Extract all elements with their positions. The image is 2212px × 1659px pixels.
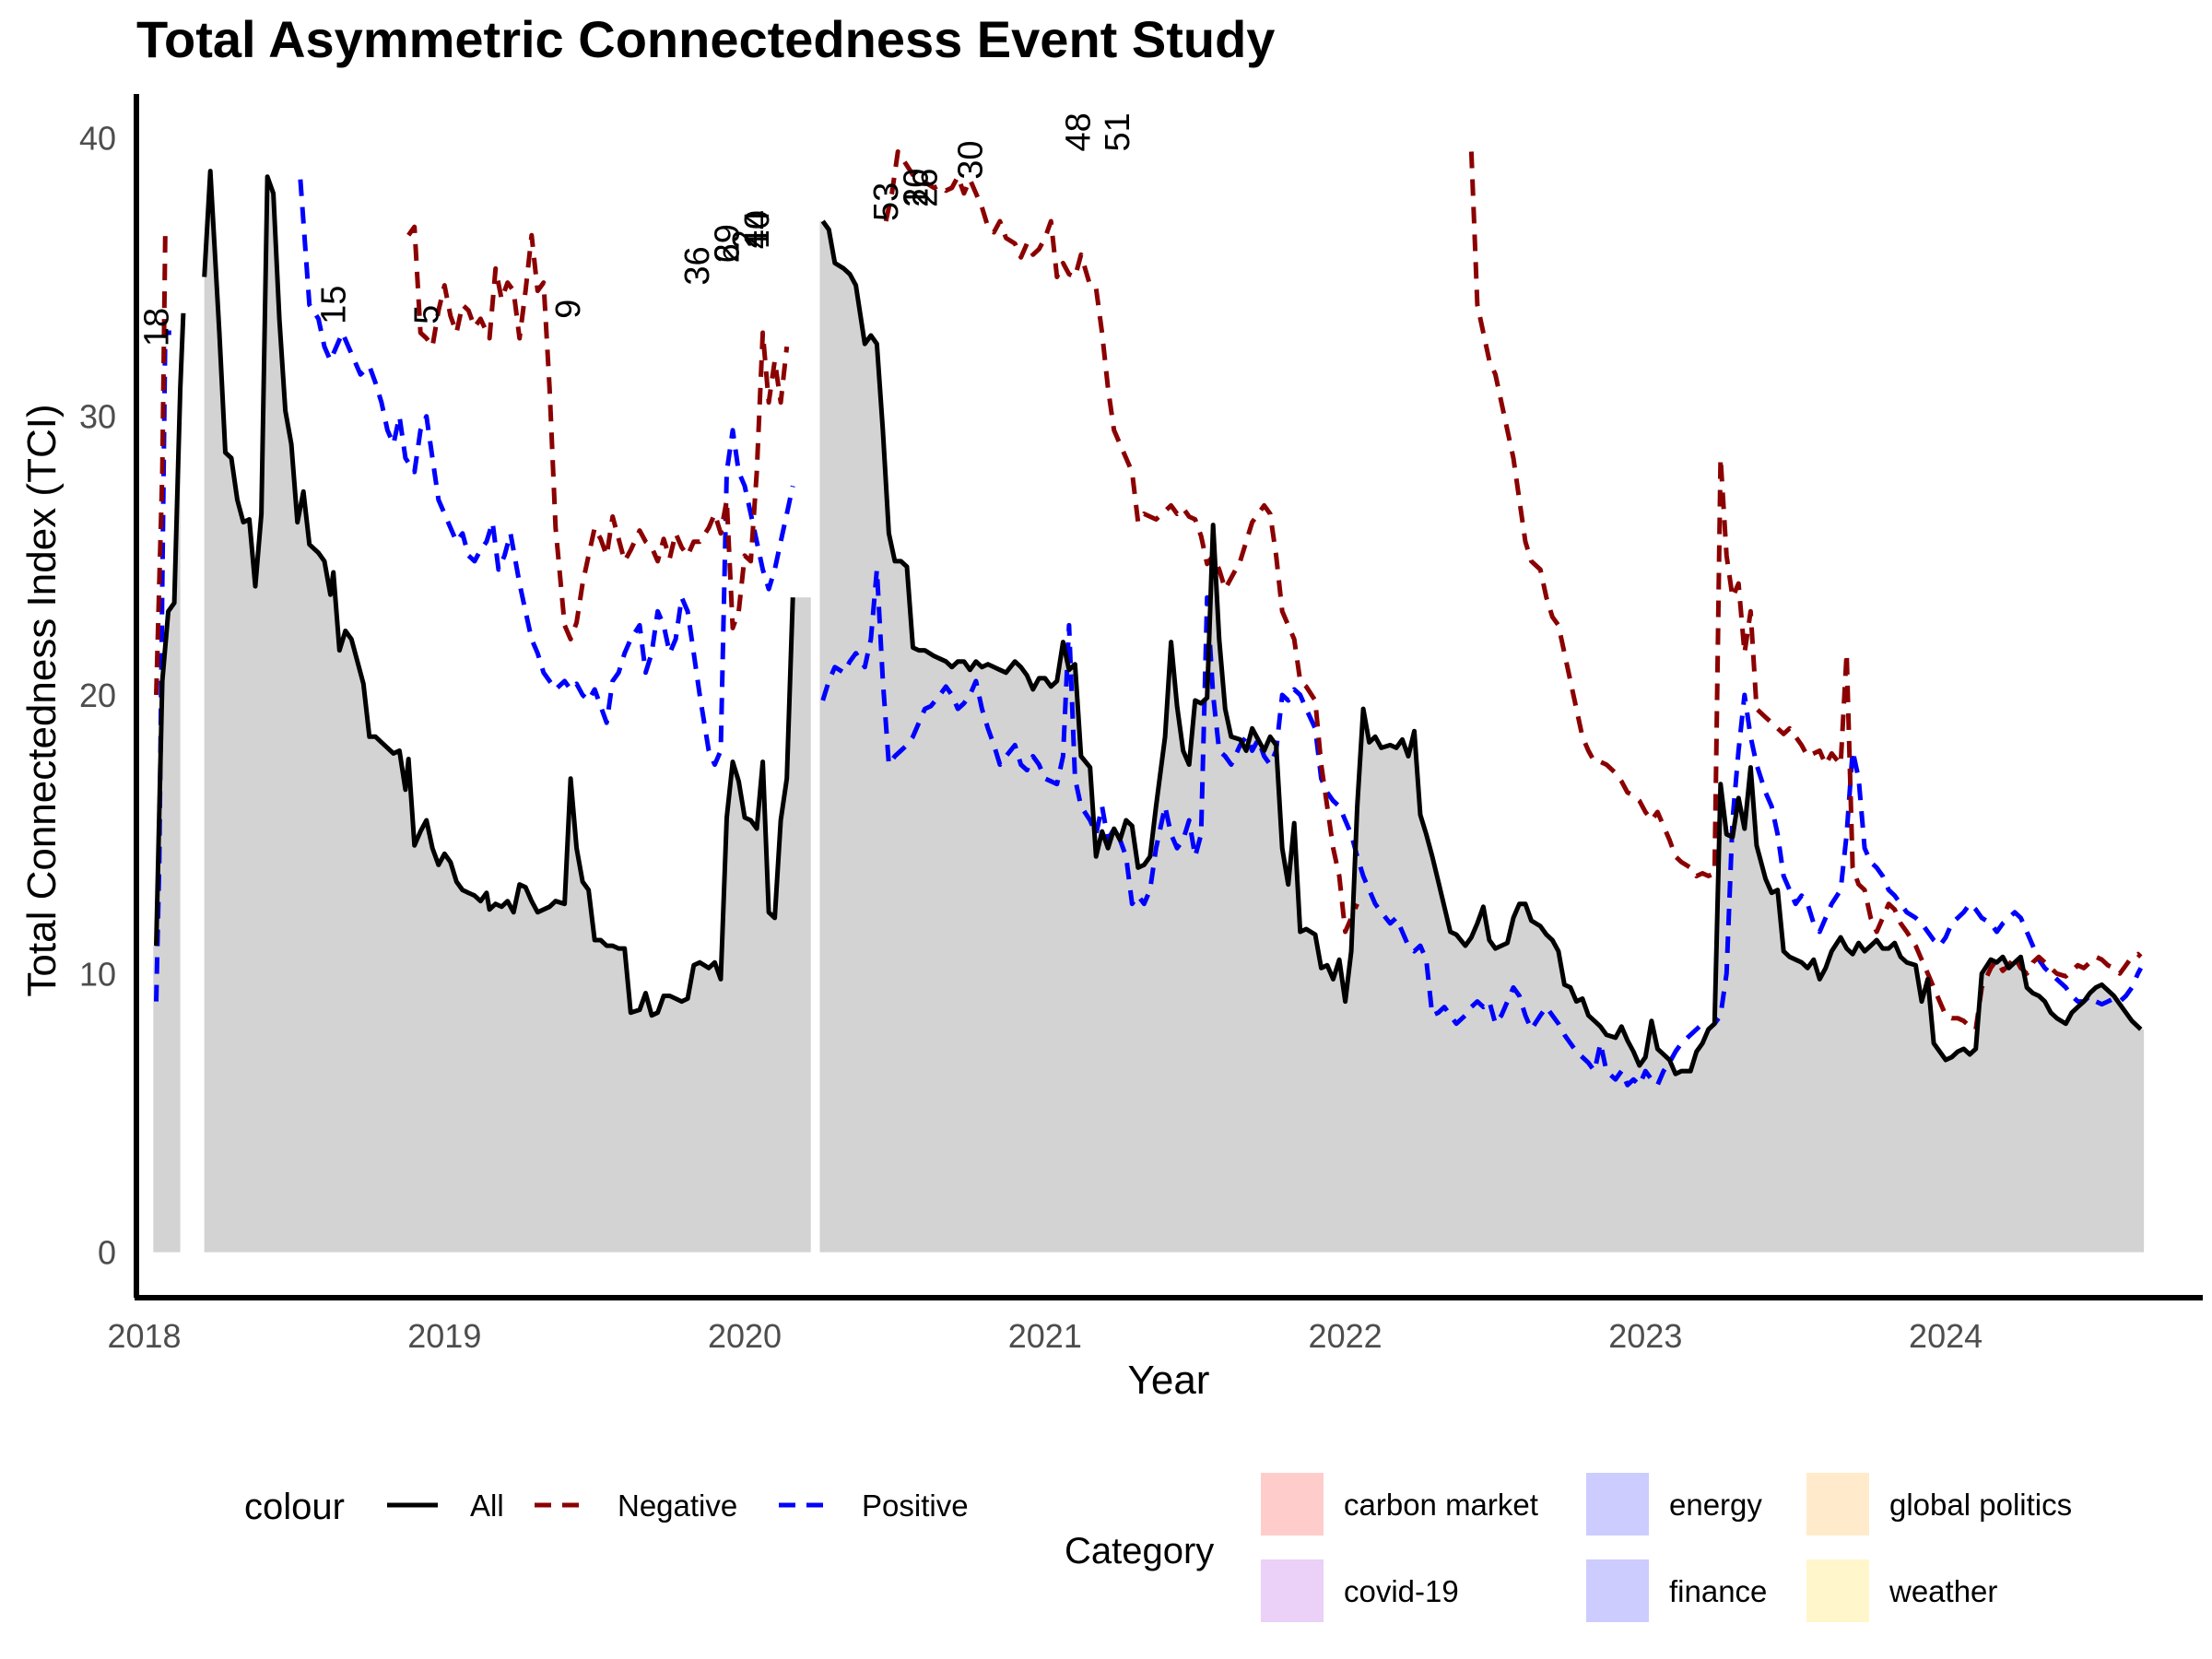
event-label: 15 <box>315 286 354 324</box>
series-line-negative <box>1468 151 2143 1032</box>
legend-swatch-finance <box>1586 1559 1649 1622</box>
legend-label-carbon-market: carbon market <box>1344 1488 1538 1522</box>
tci-area-segment <box>819 221 2145 1253</box>
y-tick-label: 0 <box>98 1234 116 1272</box>
event-label: 2 <box>898 188 936 207</box>
series-line-positive <box>820 567 2144 1088</box>
legend-label-finance: finance <box>1669 1574 1767 1608</box>
x-tick-label: 2023 <box>1608 1317 1682 1355</box>
x-axis-title: Year <box>1128 1358 1210 1403</box>
y-tick-label: 30 <box>79 398 116 436</box>
x-tick-label: 2024 <box>1909 1317 1983 1355</box>
legend-category-title: Category <box>1065 1531 1214 1571</box>
event-label: 10 <box>898 169 936 207</box>
event-label: 14 <box>738 210 777 249</box>
tci-area-segment <box>204 171 811 1253</box>
event-label: 48 <box>1060 112 1099 151</box>
legend-label-positive: Positive <box>862 1488 969 1523</box>
x-tick-label: 2021 <box>1008 1317 1082 1355</box>
event-label: 26 <box>907 169 946 207</box>
event-label: 51 <box>1099 112 1137 151</box>
event-label: 36 <box>678 246 717 285</box>
x-tick-label: 2019 <box>407 1317 481 1355</box>
y-tick-label: 10 <box>79 955 116 993</box>
event-label: 9 <box>549 300 588 319</box>
event-label: 5 <box>408 305 447 324</box>
series-line-positive <box>298 179 795 768</box>
series-line-all <box>202 169 795 1018</box>
event-label: 53 <box>867 182 906 221</box>
legend-swatch-energy <box>1586 1473 1649 1535</box>
series-line-negative <box>406 224 790 641</box>
series-line-all <box>154 312 186 947</box>
x-tick-label: 2018 <box>107 1317 181 1355</box>
x-tick-label: 2022 <box>1309 1317 1382 1355</box>
y-axis-title: Total Connectedness Index (TCI) <box>19 404 65 996</box>
event-label: 30 <box>951 140 990 179</box>
x-tick-label: 2020 <box>708 1317 782 1355</box>
axis-layer <box>134 94 2203 1300</box>
legend-label-energy: energy <box>1669 1488 1762 1522</box>
tci-area-layer <box>153 171 2145 1253</box>
event-label: 29 <box>709 224 747 263</box>
event-label: 18 <box>138 308 177 347</box>
legend-swatch-carbon-market <box>1261 1473 1324 1535</box>
chart-title: Total Asymmetric Connectedness Event Stu… <box>136 10 1275 68</box>
legend-colour-title: colour <box>244 1487 345 1527</box>
y-tick-label: 20 <box>79 677 116 714</box>
event-label: 2 <box>726 229 765 249</box>
legend-swatch-global-politics <box>1806 1473 1869 1535</box>
legend-label-all: All <box>470 1488 504 1523</box>
series-line-all <box>820 219 2143 1077</box>
legend-swatch-covid-19 <box>1261 1559 1324 1622</box>
legend-label-global-politics: global politics <box>1889 1488 2072 1522</box>
legend-label-weather: weather <box>1888 1574 1997 1608</box>
series-line-negative <box>883 149 1359 935</box>
event-label: 40 <box>738 210 777 249</box>
series-line-layer <box>154 149 2144 1088</box>
y-tick-label: 40 <box>79 119 116 157</box>
event-label: 6 <box>709 243 747 263</box>
legend-label-negative: Negative <box>618 1488 737 1523</box>
legend-swatch-weather <box>1806 1559 1869 1622</box>
series-line-negative <box>154 235 168 696</box>
legend-label-covid-19: covid-19 <box>1344 1574 1459 1608</box>
legend: colour Category All Negative Positive carbo… <box>244 1473 2072 1622</box>
